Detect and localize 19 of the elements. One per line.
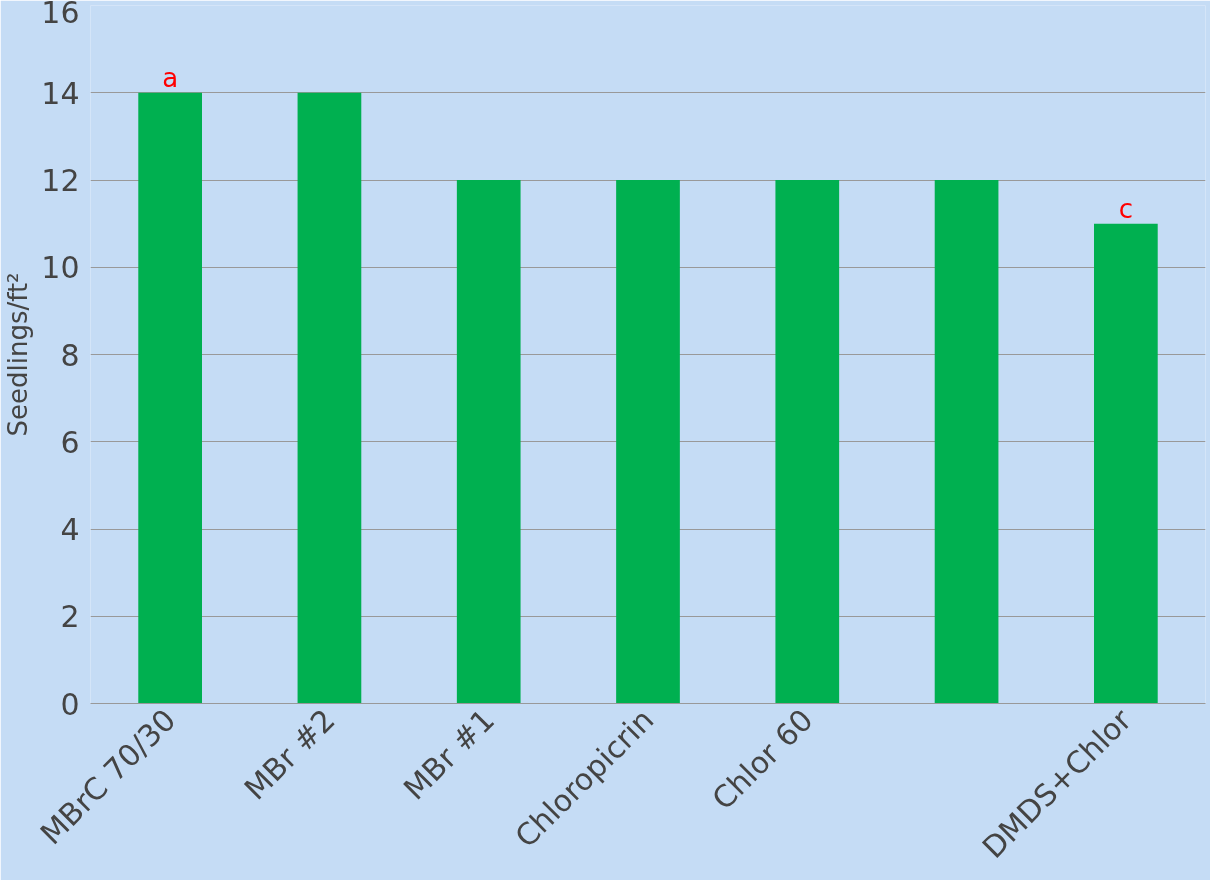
bar — [616, 180, 680, 704]
y-tick-label: 10 — [41, 250, 80, 286]
y-tick-label: 4 — [60, 512, 80, 547]
bar — [456, 180, 521, 704]
annotation: c — [1118, 193, 1134, 224]
y-axis-title: Seedlings/ft² — [3, 272, 34, 437]
y-tick-label: 0 — [60, 686, 80, 722]
y-tick-label: 2 — [60, 599, 80, 635]
annotation: a — [162, 62, 179, 93]
y-tick-label: 6 — [60, 424, 80, 460]
bar — [1094, 223, 1158, 704]
y-tick-label: 16 — [41, 0, 80, 30]
bar — [775, 180, 840, 704]
bar — [934, 180, 999, 704]
bar — [138, 92, 202, 704]
y-tick-label: 12 — [41, 163, 80, 198]
y-tick-label: 8 — [60, 337, 80, 373]
y-tick-label: 14 — [41, 75, 80, 111]
bar — [297, 92, 362, 704]
